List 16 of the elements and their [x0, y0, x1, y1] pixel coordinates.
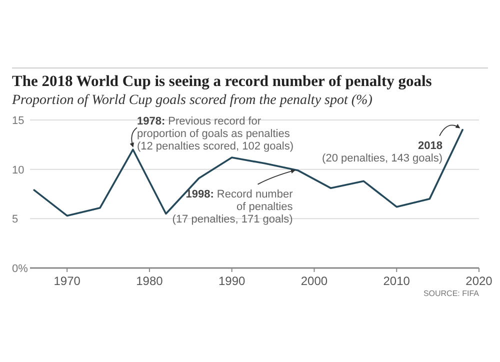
- y-tick-label: 10: [12, 164, 24, 176]
- x-tick-label: 2000: [300, 274, 328, 288]
- annotation: 1978: Previous record for proportion of goals as penalties (12 penalties scored, 102 goals): [136, 116, 294, 153]
- source-note: SOURCE: FIFA: [423, 289, 480, 298]
- chart-title: The 2018 World Cup is seeing a record number of penalty goals: [12, 73, 432, 90]
- x-tick-label: 2010: [383, 274, 410, 288]
- annotation: 2018 (20 penalties, 143 goals): [322, 140, 443, 164]
- x-tick-label: 1980: [136, 274, 164, 288]
- y-tick-label: 0%: [12, 263, 28, 275]
- y-tick-label: 15: [12, 115, 24, 127]
- x-tick-label: 2020: [466, 274, 493, 288]
- x-tick-label: 1990: [218, 274, 246, 288]
- annotation: 1998: Record number of penalties (17 penalties, 171 goals): [172, 188, 294, 226]
- x-tick-label: 1970: [54, 274, 81, 288]
- y-tick-label: 5: [12, 214, 18, 226]
- chart-subtitle: Proportion of World Cup goals scored from the penalty spot (%): [11, 93, 373, 108]
